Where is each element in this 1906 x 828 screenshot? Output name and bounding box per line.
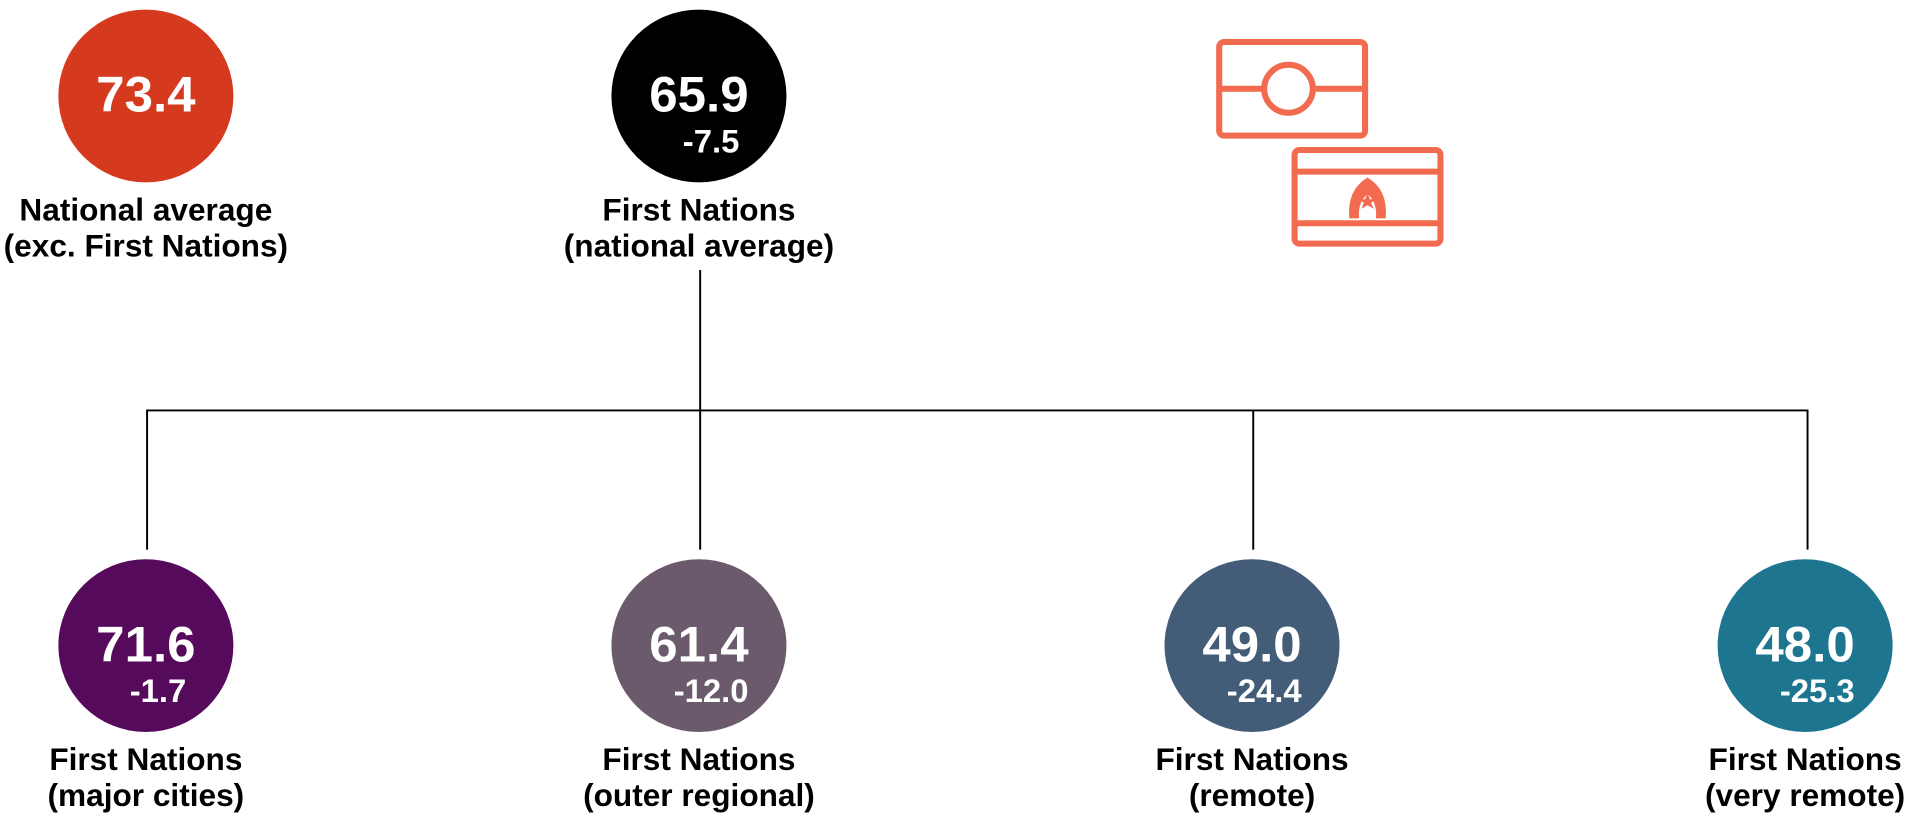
node-circle (611, 9, 787, 183)
node-label: (major cities) (48, 778, 245, 813)
flag-sun (1261, 61, 1316, 116)
node-value: 73.4 (96, 66, 195, 123)
node-label: First Nations (1155, 742, 1348, 777)
node-diff: -25.3 (1780, 672, 1855, 709)
node-diff: -12.0 (674, 672, 749, 709)
flag-emblem (1349, 177, 1386, 219)
node-label: First Nations (49, 742, 242, 777)
node-circle (58, 559, 234, 732)
node-value: 49.0 (1202, 616, 1301, 673)
connectors (146, 270, 1809, 550)
node-label: First Nations (1709, 742, 1902, 777)
node-circle (58, 9, 234, 183)
node-circle (1164, 559, 1340, 732)
node-diff: -7.5 (683, 123, 740, 160)
node-value: 71.6 (96, 616, 195, 673)
node-label: (national average) (564, 229, 834, 264)
node-value: 65.9 (649, 66, 748, 123)
node-diff: -24.4 (1227, 672, 1302, 709)
node-label: (remote) (1189, 778, 1315, 813)
node-value: 61.4 (649, 616, 748, 673)
node-label: First Nations (602, 742, 795, 777)
connector-lines (146, 270, 1809, 550)
node-value: 48.0 (1755, 616, 1854, 673)
node-circle (1717, 559, 1893, 732)
node-diff: -1.7 (130, 672, 187, 709)
node-label: National average (19, 193, 272, 228)
flag-star (1358, 193, 1377, 209)
node-label: (exc. First Nations) (4, 229, 288, 264)
node-label: First Nations (602, 193, 795, 228)
node-label: (very remote) (1705, 778, 1905, 813)
flag-outline (1291, 147, 1444, 247)
node-circle (611, 559, 787, 732)
flags-icon (1216, 39, 1444, 247)
node-label: (outer regional) (583, 778, 815, 813)
flag-stripe (1294, 168, 1441, 227)
